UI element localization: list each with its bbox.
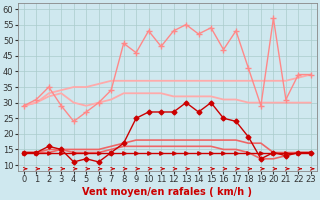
X-axis label: Vent moyen/en rafales ( km/h ): Vent moyen/en rafales ( km/h ) xyxy=(82,187,252,197)
